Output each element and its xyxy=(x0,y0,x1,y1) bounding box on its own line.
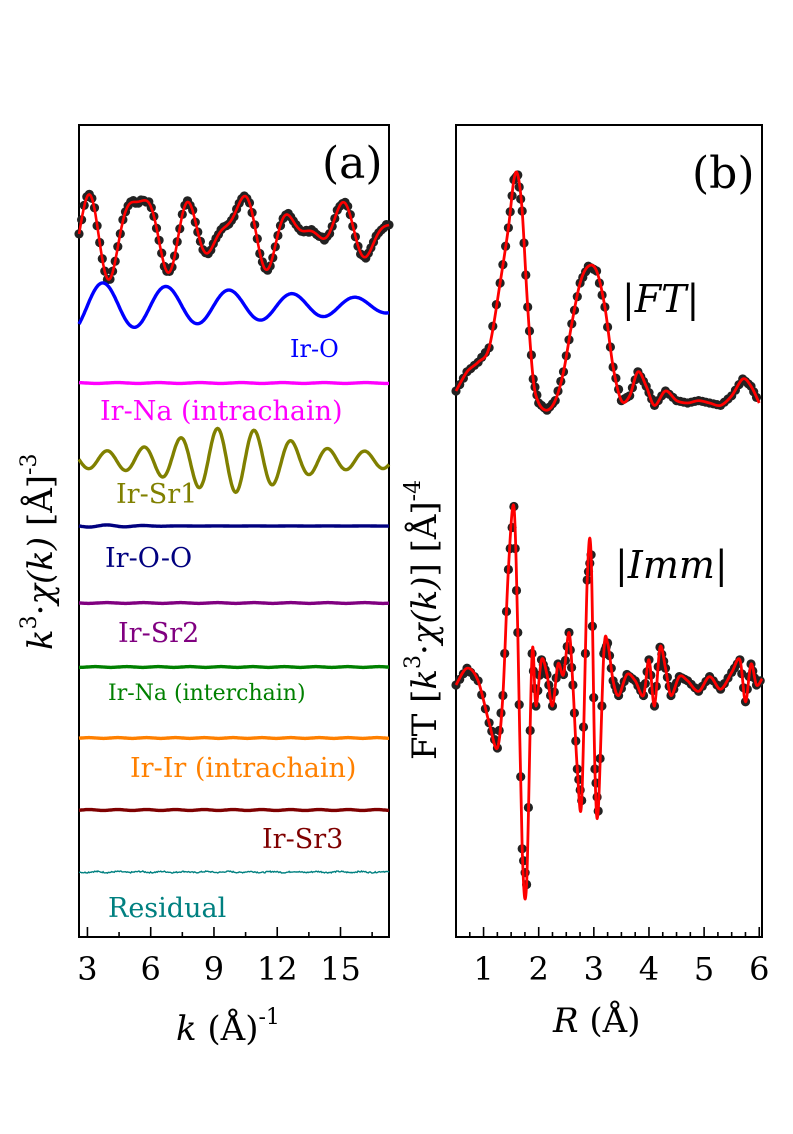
x-tick-label: 6 xyxy=(749,950,769,988)
panel-b-series xyxy=(451,170,765,901)
panel-b-imm-label: |Imm| xyxy=(615,543,728,587)
panel-a: 3 6 9 12 15 (a) Ir-O Ir-Na (intrachain) Ir-Sr1… xyxy=(17,124,394,1049)
panel-a-xlabel: k (Å)-1 xyxy=(176,1005,280,1049)
x-tick-label: 6 xyxy=(141,950,161,988)
panel-a-ylabel-unit: [Å] xyxy=(20,475,61,537)
panel-a-ylabel-kexp: 3 xyxy=(17,615,42,629)
panel-a-xlabel-var: k xyxy=(176,1009,197,1049)
panel-b-ylabel-pre: FT [ xyxy=(405,690,445,760)
series-label: Ir-Ir (intrachain) xyxy=(130,753,356,784)
panel-b-xlabel: R (Å) xyxy=(552,1000,641,1041)
series-line-residual xyxy=(78,869,390,874)
panel-a-ylabel-chi: χ(k) xyxy=(21,537,61,607)
panel-a-ylabel-dot: · xyxy=(21,605,61,616)
panel-b-fit-line-imm xyxy=(454,503,764,901)
panel-a-label: (a) xyxy=(322,138,383,189)
panel-a-series xyxy=(74,189,394,874)
panel-a-ylabel-exp: -3 xyxy=(17,454,42,475)
panel-b-xlabel-unit: (Å) xyxy=(579,1000,641,1041)
series-line-ir-ir-intrachain- xyxy=(78,735,389,741)
panel-a-frame xyxy=(78,124,390,938)
panel-a-ylabel-k: k xyxy=(21,629,61,650)
series-line-ir-na-interchain- xyxy=(79,664,389,670)
panel-a-ylabel: k3·χ(k) [Å]-3 xyxy=(17,454,61,650)
x-tick-label: 9 xyxy=(204,950,224,988)
series-line-ir-sr3 xyxy=(78,807,390,813)
panel-b-frame xyxy=(455,124,763,938)
series-label: Ir-O-O xyxy=(105,543,192,574)
series-line-ir-sr2 xyxy=(79,600,389,606)
series-label: Ir-Na (interchain) xyxy=(108,681,306,706)
panel-b-label: (b) xyxy=(692,148,755,199)
panel-b-ylabel-unit: ] [Å] xyxy=(404,501,445,576)
panel-b-ylabel-k: k xyxy=(405,669,445,690)
panel-b-ylabel-kexp: 3 xyxy=(401,655,426,669)
panel-a-fit-line xyxy=(77,192,390,281)
x-tick-label: 4 xyxy=(639,950,659,988)
x-tick-label: 3 xyxy=(77,950,97,988)
panel-a-series-labels: Ir-O Ir-Na (intrachain) Ir-Sr1 Ir-O-O Ir-Sr2… xyxy=(100,335,356,924)
panel-b-ft-label: |FT| xyxy=(622,277,699,321)
x-tick-label: 3 xyxy=(584,950,604,988)
series-line-ir-sr1 xyxy=(77,426,391,495)
series-label: Ir-Sr1 xyxy=(116,479,197,510)
series-line-ir-o-o xyxy=(78,523,389,529)
panel-b-ylabel: FT [k3·χ(k)] [Å]-4 xyxy=(401,480,445,760)
series-label: Ir-Sr3 xyxy=(262,824,343,855)
panel-b-ylabel-chi: χ(k) xyxy=(405,577,445,647)
series-line-ir-na-intrachain- xyxy=(78,380,389,386)
x-tick-label: 15 xyxy=(320,950,361,988)
series-line-ir-o xyxy=(77,281,390,329)
panel-a-xlabel-unit: (Å) xyxy=(197,1008,259,1049)
x-tick-label: 1 xyxy=(473,950,493,988)
series-label: Ir-Sr2 xyxy=(118,618,199,649)
panel-a-ticks: 3 6 9 12 15 xyxy=(77,927,373,988)
panel-a-xlabel-exp: -1 xyxy=(259,1005,280,1030)
panel-b-ylabel-dot: · xyxy=(405,644,445,655)
series-label: Residual xyxy=(108,893,226,924)
panel-b-ylabel-exp: -4 xyxy=(401,480,426,501)
panel-b-xlabel-var: R xyxy=(552,1001,579,1041)
series-label: Ir-Na (intrachain) xyxy=(100,396,343,427)
series-label: Ir-O xyxy=(290,335,339,363)
x-tick-label: 2 xyxy=(529,950,549,988)
x-tick-label: 5 xyxy=(694,950,714,988)
panel-b-fit-line-ft xyxy=(454,170,761,412)
x-tick-label: 12 xyxy=(257,950,298,988)
